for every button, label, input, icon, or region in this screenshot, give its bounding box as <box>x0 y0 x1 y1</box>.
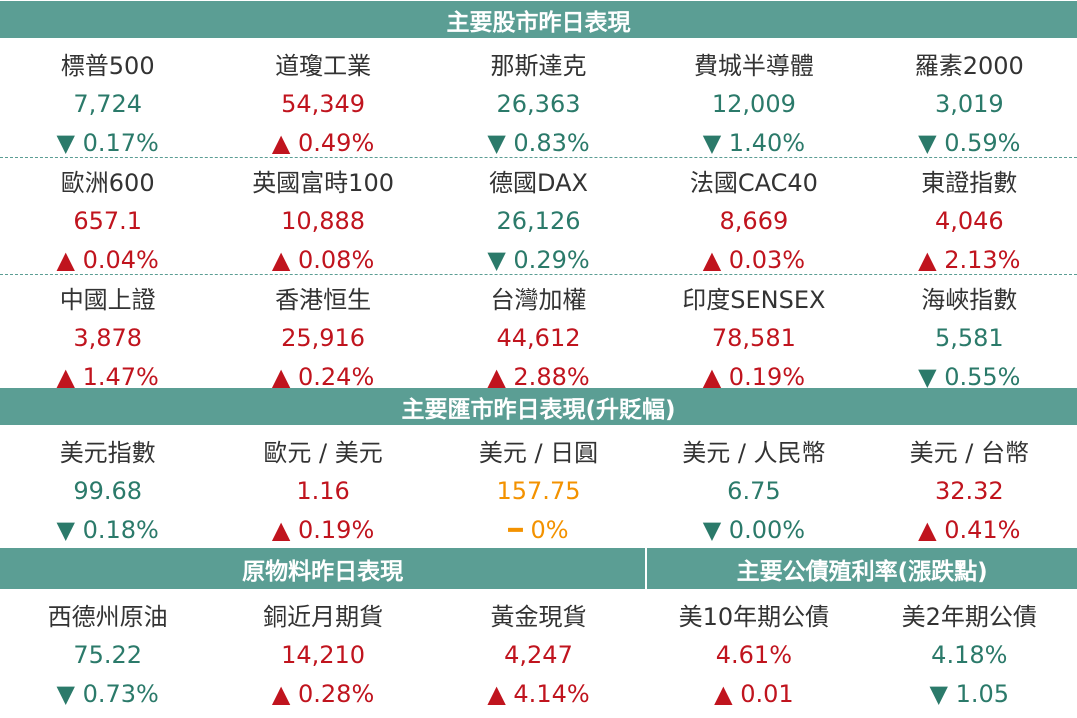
item-change: ▲ 0.01 <box>714 680 794 708</box>
item-name: 美元 / 人民幣 <box>682 439 826 467</box>
item-value: 4,247 <box>504 641 573 669</box>
item-value: 14,210 <box>281 641 366 669</box>
item-value: 3,878 <box>73 324 143 352</box>
item-name: 中國上證 <box>59 286 156 314</box>
item-change: ▲ 0.49% <box>271 129 375 157</box>
item-name: 德國DAX <box>489 169 588 197</box>
item-change: ▲ 0.41% <box>918 516 1021 544</box>
item-change: ▲ 2.13% <box>918 246 1021 274</box>
item-name: 美元 / 台幣 <box>909 439 1029 467</box>
item-change: ▼ 1.40% <box>702 129 806 157</box>
item-value: 26,363 <box>496 90 581 118</box>
item-name: 歐洲600 <box>60 169 155 197</box>
item-name: 美2年期公債 <box>901 603 1037 631</box>
item-name: 香港恒生 <box>275 286 372 314</box>
item-change: ▼ 1.05 <box>929 680 1010 708</box>
item-name: 歐元 / 美元 <box>263 439 383 467</box>
item-name: 那斯達克 <box>490 52 587 80</box>
item-value: 4.18% <box>931 641 1008 669</box>
item-name: 羅素2000 <box>914 52 1024 80</box>
item-change: ▲ 0.03% <box>702 246 806 274</box>
item-name: 美元 / 日圓 <box>478 439 599 467</box>
item-change: ▲ 4.14% <box>487 680 590 708</box>
item-change: ▲ 0.19% <box>271 516 375 544</box>
section-header: 主要匯市昨日表現(升貶幅) <box>0 388 1077 425</box>
row-separator <box>0 274 1077 275</box>
item-change: ▲ 2.88% <box>487 363 590 391</box>
item-value: 8,669 <box>719 207 789 235</box>
item-name: 道瓊工業 <box>275 52 372 80</box>
item-change: ▲ 0.04% <box>56 246 159 274</box>
item-name: 標普500 <box>60 52 155 80</box>
item-value: 4.61% <box>715 641 793 669</box>
item-name: 美元指數 <box>59 439 156 467</box>
item-value: 7,724 <box>73 90 143 118</box>
item-name: 英國富時100 <box>252 169 394 197</box>
item-change: ▲ 0.19% <box>702 363 806 391</box>
item-value: 12,009 <box>711 90 796 118</box>
item-name: 法國CAC40 <box>689 169 818 197</box>
section-header: 主要公債殖利率(漲跌點) <box>647 548 1077 589</box>
item-change: ▼ 0.18% <box>56 516 159 544</box>
item-change: ▼ 0.73% <box>56 680 159 708</box>
item-value: 75.22 <box>73 641 143 669</box>
item-change: ━ 0% <box>508 516 569 544</box>
item-name: 東證指數 <box>921 169 1018 197</box>
item-value: 3,019 <box>934 90 1004 118</box>
item-value: 78,581 <box>711 324 796 352</box>
item-name: 美10年期公債 <box>678 603 830 631</box>
item-name: 黃金現貨 <box>490 603 587 631</box>
item-value: 657.1 <box>73 207 143 235</box>
item-change: ▼ 0.59% <box>918 129 1021 157</box>
section-header: 主要股市昨日表現 <box>0 1 1077 38</box>
item-name: 西德州原油 <box>47 603 168 631</box>
item-change: ▼ 0.00% <box>702 516 806 544</box>
item-value: 5,581 <box>934 324 1004 352</box>
item-value: 6.75 <box>727 477 781 505</box>
item-value: 25,916 <box>281 324 366 352</box>
section-header: 原物料昨日表現 <box>0 548 646 589</box>
item-value: 44,612 <box>496 324 581 352</box>
item-change: ▼ 0.83% <box>487 129 590 157</box>
item-value: 4,046 <box>934 207 1004 235</box>
item-value: 10,888 <box>281 207 366 235</box>
item-value: 26,126 <box>496 207 581 235</box>
item-name: 費城半導體 <box>693 52 814 80</box>
item-change: ▼ 0.29% <box>487 246 590 274</box>
item-value: 157.75 <box>496 477 581 505</box>
item-change: ▲ 0.08% <box>271 246 375 274</box>
item-value: 32.32 <box>934 477 1004 505</box>
item-name: 印度SENSEX <box>682 286 826 314</box>
item-change: ▼ 0.55% <box>918 363 1021 391</box>
item-change: ▲ 1.47% <box>56 363 159 391</box>
item-name: 台灣加權 <box>490 286 587 314</box>
item-value: 1.16 <box>296 477 350 505</box>
item-value: 54,349 <box>281 90 366 118</box>
item-change: ▲ 0.28% <box>271 680 375 708</box>
item-change: ▲ 0.24% <box>271 363 375 391</box>
item-change: ▼ 0.17% <box>56 129 159 157</box>
item-name: 銅近月期貨 <box>263 603 384 631</box>
item-name: 海峽指數 <box>921 286 1018 314</box>
row-separator <box>0 157 1077 158</box>
item-value: 99.68 <box>73 477 143 505</box>
